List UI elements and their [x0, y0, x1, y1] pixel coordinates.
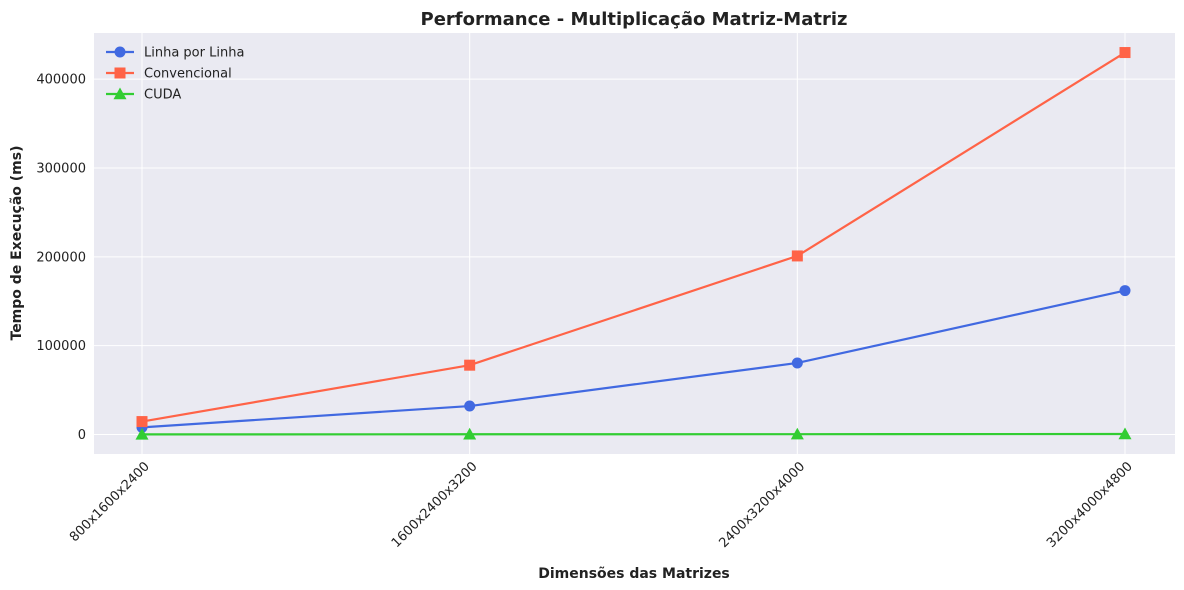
- x-tick-label: 800x1600x2400: [67, 459, 153, 545]
- data-point-linha-por-linha: [791, 357, 803, 369]
- y-tick-label: 100000: [36, 339, 86, 354]
- data-point-convencional: [1119, 47, 1131, 59]
- data-point-cuda: [135, 427, 149, 440]
- x-axis-label: Dimensões das Matrizes: [538, 566, 730, 582]
- data-point-convencional: [791, 250, 803, 262]
- x-tick-label: 2400x3200x4000: [716, 459, 808, 551]
- legend-label-convencional: Convencional: [144, 67, 232, 82]
- chart-title: Performance - Multiplicação Matriz-Matri…: [421, 9, 848, 30]
- plot-area: [94, 33, 1175, 454]
- y-tick-label: 300000: [36, 162, 86, 177]
- y-axis-label: Tempo de Execução (ms): [9, 146, 25, 341]
- data-point-convencional: [136, 416, 148, 428]
- series-line-convencional: [141, 51, 1126, 423]
- x-tick-label: 1600x2400x3200: [389, 459, 481, 551]
- data-point-cuda: [1118, 427, 1132, 440]
- data-point-convencional: [464, 359, 476, 371]
- data-point-cuda: [790, 427, 804, 440]
- data-point-linha-por-linha: [464, 400, 476, 412]
- data-point-linha-por-linha: [1119, 285, 1131, 297]
- data-point-cuda: [463, 427, 477, 440]
- legend: Linha por Linha Convencional CUDA: [106, 46, 244, 103]
- y-tick-label: 400000: [36, 73, 86, 88]
- series-line-linha-por-linha: [141, 289, 1126, 429]
- y-tick-label: 200000: [36, 250, 86, 265]
- x-tick-labels: 800x1600x2400 1600x2400x3200 2400x3200x400…: [67, 459, 1136, 551]
- legend-marker-linha-por-linha: [114, 46, 126, 58]
- series-layer: [135, 47, 1132, 440]
- y-tick-label: 0: [78, 428, 86, 443]
- legend-label-cuda: CUDA: [144, 88, 181, 103]
- y-tick-labels: 0 100000 200000 300000 400000: [36, 73, 86, 443]
- legend-marker-convencional: [114, 67, 126, 79]
- x-tick-label: 3200x4000x4800: [1044, 459, 1136, 551]
- legend-label-linha-por-linha: Linha por Linha: [144, 46, 244, 61]
- legend-marker-cuda: [113, 87, 127, 100]
